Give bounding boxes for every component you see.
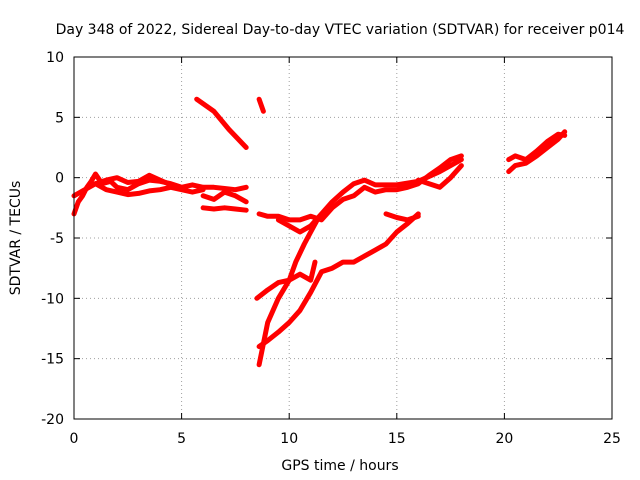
x-tick-label: 5 (177, 431, 186, 447)
y-tick-label: 5 (55, 110, 64, 126)
chart-title: Day 348 of 2022, Sidereal Day-to-day VTE… (56, 22, 625, 38)
series-track (254, 217, 320, 301)
y-tick-label: -20 (41, 412, 64, 428)
tick-labels: 0 5 10 15 20 25 -20 -15 -10 -5 0 5 10 (41, 50, 621, 447)
x-tick-label: 20 (495, 431, 513, 447)
series-track (506, 129, 568, 175)
series-track (256, 211, 421, 350)
x-tick-label: 10 (280, 431, 298, 447)
x-tick-label: 0 (70, 431, 79, 447)
series-track (506, 131, 568, 163)
series-track (200, 189, 249, 205)
series-track (256, 96, 266, 114)
y-tick-label: -5 (50, 231, 64, 247)
x-tick-label: 15 (388, 431, 406, 447)
y-axis-label: SDTVAR / TECUs (8, 181, 24, 296)
series-track (383, 211, 421, 223)
x-axis-label: GPS time / hours (281, 458, 398, 474)
y-tick-label: -10 (41, 291, 64, 307)
series (71, 96, 568, 368)
y-tick-label: -15 (41, 352, 64, 368)
x-tick-label: 25 (603, 431, 621, 447)
series-track (256, 259, 318, 368)
series-track (200, 205, 249, 213)
series-track (275, 157, 464, 235)
grid (74, 57, 612, 419)
series-track (415, 163, 464, 190)
series-track (93, 172, 174, 188)
ticks (73, 56, 613, 420)
y-tick-label: 10 (46, 50, 64, 66)
series-track (194, 96, 249, 150)
y-tick-label: 0 (55, 171, 64, 187)
